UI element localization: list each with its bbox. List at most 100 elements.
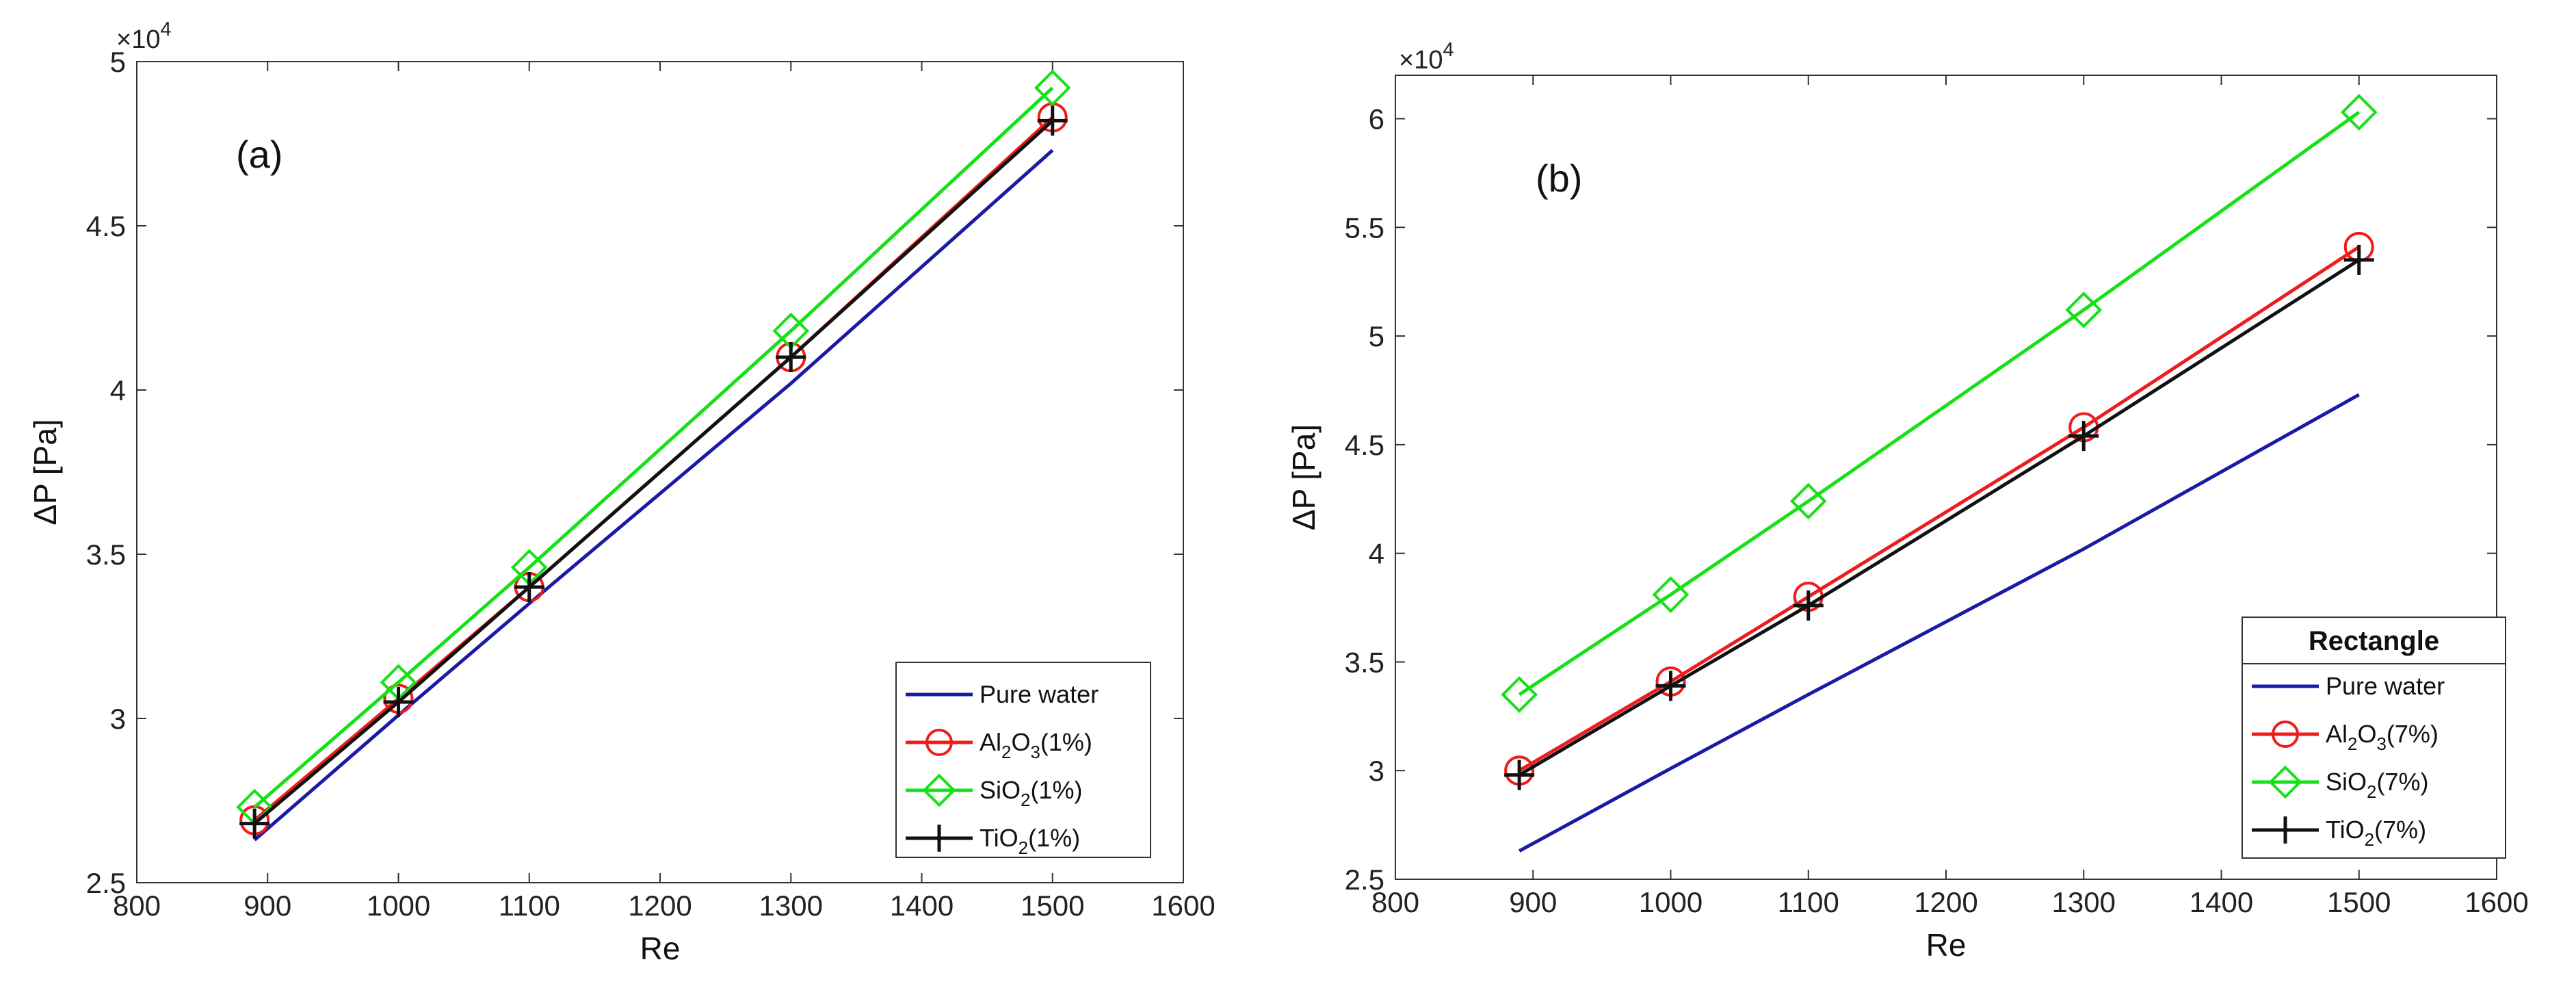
legend-subscript: 2 [1021, 791, 1030, 810]
x-tick-label: 1200 [1914, 886, 1977, 918]
axis-exponent-power: 4 [160, 18, 171, 40]
legend-label: Pure water [2326, 672, 2445, 700]
y-tick-label: 3.5 [86, 539, 126, 571]
legend-text: Pure water [2326, 672, 2445, 700]
x-tick-label: 1300 [2052, 886, 2116, 918]
circle-marker-legend-al2o3 [2272, 721, 2299, 748]
y-tick-label: 2.5 [1345, 864, 1384, 896]
x-axis-label: Re [640, 931, 681, 966]
x-tick-label: 1000 [367, 890, 430, 922]
x-tick-label: 1600 [2465, 886, 2528, 918]
series-tio2 [1504, 244, 2374, 790]
plus-marker-tio2 [1504, 760, 1535, 790]
legend-subscript: 2 [2367, 783, 2376, 802]
diamond-marker-sio2 [1652, 576, 1690, 613]
diamond-marker-sio2 [1789, 482, 1827, 520]
axis-exponent-base: ×10 [116, 25, 160, 54]
legend-text: (7%) [2374, 816, 2426, 844]
plus-marker-legend-tio2 [2272, 816, 2299, 844]
legend-label: Al2O3(7%) [2326, 720, 2439, 754]
legend-text: SiO [980, 776, 1021, 804]
legend-subscript: 2 [1001, 743, 1011, 762]
plus-marker-legend-tio2 [925, 825, 953, 852]
x-tick-label: 1300 [759, 890, 823, 922]
axis-exponent-power: 4 [1443, 39, 1454, 61]
plus-marker-tio2 [776, 342, 806, 372]
diamond-marker-legend-sio2 [2268, 765, 2302, 799]
plus-marker-tio2 [383, 687, 414, 717]
y-tick-label: 3.5 [1345, 646, 1384, 678]
series-line-sio2 [253, 86, 1054, 809]
diamond-marker-sio2 [1501, 676, 1538, 713]
circle-marker-legend-al2o3 [925, 729, 953, 756]
legend-label: SiO2(1%) [980, 776, 1082, 810]
plus-marker-tio2 [2068, 421, 2099, 452]
x-tick-label: 800 [1371, 886, 1419, 918]
legend-label: Al2O3(1%) [980, 728, 1092, 762]
legend-text: (1%) [1030, 776, 1082, 804]
legend-title: Rectangle [2309, 626, 2439, 656]
panel-label: (a) [236, 133, 282, 176]
axis-exponent: ×104 [1399, 39, 1454, 75]
plus-marker-tio2 [1793, 590, 1824, 621]
diamond-marker-sio2 [2340, 94, 2378, 131]
x-tick-label: 900 [244, 890, 291, 922]
x-tick-label: 1500 [2327, 886, 2391, 918]
legend-text: TiO [980, 824, 1018, 852]
x-tick-label: 1600 [1151, 890, 1215, 922]
series-pure_water [1518, 393, 2360, 853]
legend-subscript: 2 [2365, 831, 2374, 850]
legend-label: TiO2(1%) [980, 824, 1080, 858]
y-tick-label: 4.5 [1345, 429, 1384, 461]
y-tick-label: 3 [110, 703, 126, 735]
legend-text: (7%) [2376, 768, 2428, 796]
series-line-sio2 [1518, 110, 2361, 697]
legend-label: Pure water [980, 680, 1099, 708]
plus-marker-tio2 [1655, 671, 1686, 701]
x-tick-label: 1400 [890, 890, 954, 922]
diamond-marker-sio2 [2065, 291, 2103, 328]
legend-text: O [1011, 728, 1030, 756]
legend-text: TiO [2326, 816, 2365, 844]
plus-marker-tio2 [2343, 244, 2374, 275]
y-tick-label: 5.5 [1345, 211, 1384, 244]
series-line-pure_water [253, 148, 1054, 842]
legend-text: O [2357, 720, 2376, 748]
y-tick-label: 5 [1369, 320, 1384, 352]
panel-label: (b) [1536, 157, 1582, 200]
x-tick-label: 900 [1509, 886, 1557, 918]
plus-marker-tio2 [1037, 105, 1068, 136]
diamond-marker-legend-sio2 [922, 773, 956, 807]
series-pure_water [253, 148, 1054, 842]
y-tick-label: 4 [110, 374, 126, 406]
y-tick-label: 2.5 [86, 867, 126, 899]
y-tick-label: 4 [1369, 538, 1384, 570]
x-tick-label: 1200 [628, 890, 692, 922]
x-tick-label: 1100 [1778, 886, 1839, 918]
y-tick-label: 3 [1369, 755, 1384, 787]
x-tick-label: 800 [113, 890, 161, 922]
y-tick-label: 6 [1369, 103, 1384, 135]
legend-text: SiO [2326, 768, 2367, 796]
x-tick-label: 1000 [1639, 886, 1703, 918]
legend-subscript: 2 [2348, 735, 2357, 754]
plus-marker-tio2 [239, 808, 270, 839]
legend-text: (1%) [1040, 728, 1092, 756]
legend-label: SiO2(7%) [2326, 768, 2428, 802]
legend-subscript: 2 [1018, 839, 1028, 858]
series-tio2 [239, 105, 1068, 839]
legend-text: Al [980, 728, 1001, 756]
y-tick-label: 5 [110, 46, 126, 78]
axis-exponent-base: ×10 [1399, 46, 1443, 75]
x-axis-label: Re [1926, 927, 1967, 963]
legend-subscript: 3 [1030, 743, 1040, 762]
y-axis-label: ΔP [Pa] [27, 419, 63, 525]
axis-exponent: ×104 [116, 18, 171, 54]
legend-subscript: 3 [2376, 735, 2386, 754]
legend-text: Al [2326, 720, 2348, 748]
x-tick-label: 1500 [1021, 890, 1084, 922]
series-sio2 [1501, 94, 2378, 713]
